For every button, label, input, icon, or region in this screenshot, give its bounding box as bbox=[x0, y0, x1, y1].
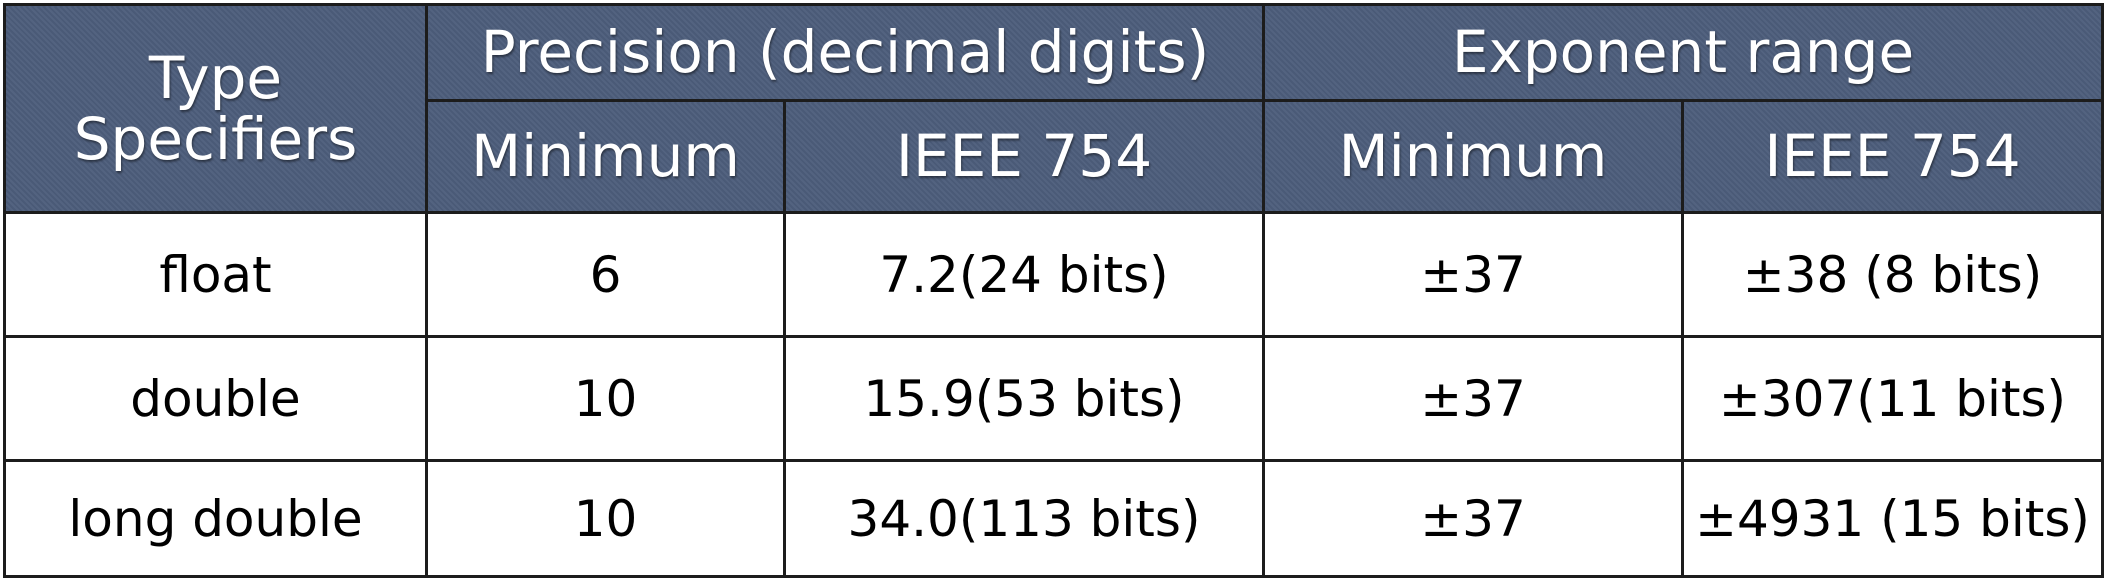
exponent-minimum-header: Minimum bbox=[1262, 99, 1684, 214]
exponent-ieee-cell: ±4931 (15 bits) bbox=[1681, 459, 2104, 578]
exponent-ieee-header: IEEE 754 bbox=[1681, 99, 2104, 214]
exponent-min-cell: ±37 bbox=[1262, 459, 1684, 578]
exponent-ieee-cell: ±38 (8 bits) bbox=[1681, 211, 2104, 338]
type-cell: double bbox=[3, 335, 428, 462]
precision-ieee-cell: 34.0(113 bits) bbox=[783, 459, 1265, 578]
precision-min-cell: 6 bbox=[425, 211, 786, 338]
type-specifiers-line2: Specifiers bbox=[73, 104, 358, 173]
header-row-2: Minimum IEEE 754 Minimum IEEE 754 bbox=[5, 99, 2104, 214]
exponent-min-cell: ±37 bbox=[1262, 211, 1684, 338]
precision-min-cell: 10 bbox=[425, 335, 786, 462]
precision-ieee-header: IEEE 754 bbox=[783, 99, 1265, 214]
table-row: float 6 7.2(24 bits) ±37 ±38 (8 bits) bbox=[3, 211, 2104, 338]
precision-minimum-header: Minimum bbox=[425, 99, 786, 214]
precision-ieee-cell: 15.9(53 bits) bbox=[783, 335, 1265, 462]
precision-ieee-cell: 7.2(24 bits) bbox=[783, 211, 1265, 338]
float-types-table: Type Specifiers Precision (decimal digit… bbox=[3, 3, 2104, 578]
precision-group-header: Precision (decimal digits) bbox=[425, 3, 1265, 102]
table-row: long double 10 34.0(113 bits) ±37 ±4931 … bbox=[3, 459, 2104, 578]
precision-min-cell: 10 bbox=[425, 459, 786, 578]
exponent-min-cell: ±37 bbox=[1262, 335, 1684, 462]
exponent-ieee-cell: ±307(11 bits) bbox=[1681, 335, 2104, 462]
type-cell: long double bbox=[3, 459, 428, 578]
slide: Type Specifiers Precision (decimal digit… bbox=[3, 3, 2104, 578]
type-specifiers-header: Type Specifiers bbox=[3, 3, 428, 214]
table-row: double 10 15.9(53 bits) ±37 ±307(11 bits… bbox=[3, 335, 2104, 462]
header-row-1: Type Specifiers Precision (decimal digit… bbox=[3, 3, 2104, 214]
type-cell: float bbox=[3, 211, 428, 338]
exponent-group-header: Exponent range bbox=[1262, 3, 2104, 102]
type-specifiers-line1: Type bbox=[148, 43, 283, 112]
